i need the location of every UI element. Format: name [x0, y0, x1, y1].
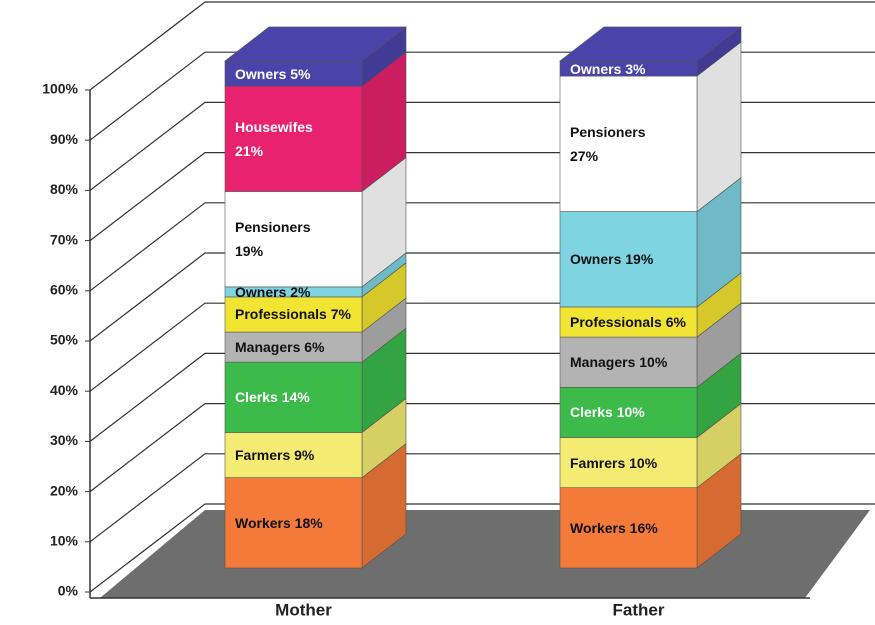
data-label: Housewifes 21% — [235, 118, 313, 159]
data-label: Workers 18% — [235, 514, 323, 531]
data-label: Owners 5% — [235, 65, 311, 82]
bar-segment — [559, 336, 698, 388]
data-label: Famrers 10% — [570, 454, 658, 471]
side-shade — [697, 177, 741, 307]
grid-line — [89, 51, 875, 141]
floor — [100, 510, 870, 598]
bar-segment — [559, 487, 698, 569]
data-label: Owners 19% — [570, 251, 654, 268]
grid-line — [89, 101, 875, 191]
bar-segment — [559, 386, 698, 438]
data-label: Clerks 10% — [570, 404, 645, 421]
y-tick-label: 30% — [50, 432, 79, 448]
bar-segment — [224, 477, 363, 569]
data-label: Pensioners 19% — [235, 219, 311, 260]
grid-line — [89, 202, 875, 292]
y-tick-label: 20% — [50, 482, 79, 498]
grid-line — [89, 352, 875, 442]
bar-segment — [224, 296, 363, 333]
side-shade — [697, 303, 741, 388]
data-label: Owners 3% — [570, 60, 646, 77]
y-tick-label: 80% — [50, 181, 79, 197]
grid-line — [89, 403, 875, 493]
grid-line — [89, 1, 875, 91]
bar-segment — [224, 331, 363, 363]
bar-top — [224, 26, 407, 62]
y-tick-label: 60% — [50, 282, 79, 298]
bar-segment — [559, 75, 698, 212]
y-tick-label: 70% — [50, 231, 79, 247]
data-label: Pensioners 27% — [570, 123, 646, 164]
data-label: Professionals 6% — [570, 314, 686, 331]
side-shade — [362, 52, 406, 192]
side-shade — [362, 252, 406, 297]
y-tick-label: 100% — [42, 81, 78, 97]
x-tick-label: Father — [613, 600, 665, 619]
side-shade — [697, 403, 741, 488]
grid-line — [89, 252, 875, 342]
side-shade — [697, 272, 741, 338]
data-label: Farmers 9% — [235, 447, 315, 464]
side-shade — [697, 42, 741, 212]
side-shade — [362, 443, 406, 568]
y-tick-label: 40% — [50, 382, 79, 398]
bar-segment — [559, 306, 698, 338]
bar-segment — [224, 85, 363, 192]
data-label: Workers 16% — [570, 519, 658, 536]
side-shade — [362, 157, 406, 287]
y-tick-label: 10% — [50, 533, 79, 549]
side-shade — [697, 353, 741, 438]
side-shade — [362, 262, 406, 333]
bar-segment — [224, 60, 363, 87]
side-shade — [362, 398, 406, 478]
bar-top — [559, 26, 742, 62]
y-tick-label: 90% — [50, 131, 79, 147]
bar-segment — [224, 191, 363, 288]
side-shade — [362, 298, 406, 363]
grid-line — [89, 152, 875, 242]
data-label: Clerks 14% — [235, 389, 310, 406]
data-label: Managers 10% — [570, 354, 668, 371]
side-shade — [697, 453, 741, 568]
side-shade — [362, 26, 406, 87]
data-label: Managers 6% — [235, 339, 325, 356]
bar-segment — [224, 361, 363, 433]
side-shade — [697, 26, 741, 77]
data-label: Owners 2% — [235, 283, 311, 300]
y-tick-label: 0% — [58, 583, 79, 599]
data-label: Professionals 7% — [235, 306, 351, 323]
x-tick-label: Mother — [275, 600, 332, 619]
grid-line — [89, 302, 875, 392]
bar-segment — [559, 437, 698, 488]
y-tick-label: 50% — [50, 332, 79, 348]
side-shade — [362, 328, 406, 433]
